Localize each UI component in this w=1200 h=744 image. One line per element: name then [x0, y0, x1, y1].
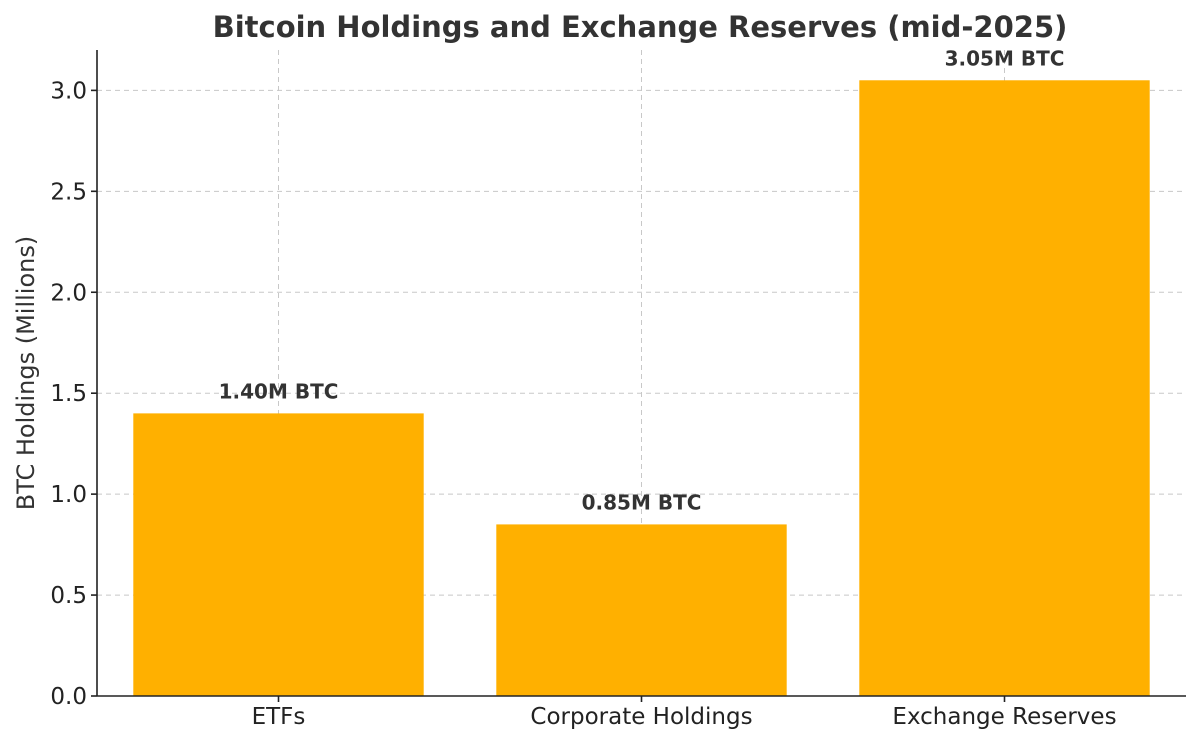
y-tick-label-4: 2.0 — [50, 280, 87, 306]
y-axis-label: BTC Holdings (Millions) — [12, 236, 40, 511]
bar-2 — [859, 80, 1150, 696]
bar-0 — [133, 413, 424, 696]
y-tick-label-6: 3.0 — [50, 78, 87, 104]
y-tick-label-1: 0.5 — [50, 583, 87, 609]
chart-title: Bitcoin Holdings and Exchange Reserves (… — [213, 10, 1068, 44]
data-label-layer: 1.40M BTC 0.85M BTC 3.05M BTC — [219, 46, 1065, 514]
data-label-0: 1.40M BTC — [219, 379, 339, 403]
bar-1 — [496, 524, 787, 696]
y-tick-label-3: 1.5 — [50, 381, 87, 407]
x-tick-label-0: ETFs — [252, 704, 306, 730]
y-tick-label-0: 0.0 — [50, 684, 87, 710]
bar-layer — [133, 80, 1150, 696]
x-tick-label-2: Exchange Reserves — [892, 704, 1116, 730]
y-tick-label-2: 1.0 — [50, 482, 87, 508]
data-label-2: 3.05M BTC — [945, 46, 1065, 70]
axis-layer: 0.0 0.5 1.0 1.5 2.0 2.5 3.0 ETFs Corporate Holdi… — [50, 50, 1186, 730]
data-label-1: 0.85M BTC — [582, 490, 702, 514]
y-tick-label-5: 2.5 — [50, 179, 87, 205]
x-tick-label-1: Corporate Holdings — [530, 704, 752, 730]
